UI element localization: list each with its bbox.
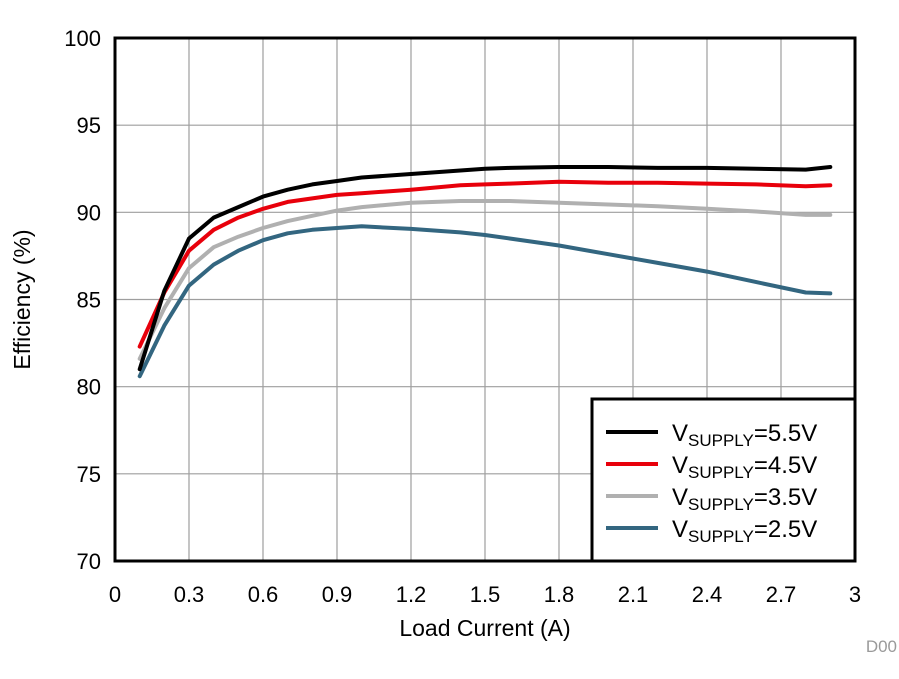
x-tick-label: 1.5 bbox=[470, 582, 501, 607]
x-tick-label: 2.1 bbox=[618, 582, 649, 607]
series-line bbox=[137, 179, 833, 349]
legend-entry-sub: SUPPLY bbox=[688, 495, 754, 514]
y-tick-label: 90 bbox=[77, 200, 101, 225]
series-line bbox=[137, 224, 833, 379]
y-tick-label: 95 bbox=[77, 113, 101, 138]
x-tick-labels: 0 0.3 0.6 0.9 1.2 1.5 1.8 2.1 2.4 2.7 3 bbox=[109, 582, 861, 607]
legend-entry-main: V bbox=[672, 516, 688, 543]
legend-entry-sub: SUPPLY bbox=[688, 463, 754, 482]
legend-box bbox=[590, 397, 857, 563]
x-axis-label: Load Current (A) bbox=[399, 615, 570, 641]
y-tick-label: 85 bbox=[77, 288, 101, 313]
y-tick-label: 75 bbox=[77, 462, 101, 487]
series-line bbox=[137, 199, 833, 361]
legend-entry-main: V bbox=[672, 452, 688, 479]
y-tick-labels: 70 75 80 85 90 95 100 bbox=[64, 26, 101, 574]
x-tick-label: 1.2 bbox=[396, 582, 427, 607]
legend-entry: VSUPPLY=3.5V bbox=[672, 484, 817, 514]
x-tick-label: 0 bbox=[109, 582, 121, 607]
legend-entry-main: V bbox=[672, 420, 688, 447]
legend-entry: VSUPPLY=5.5V bbox=[672, 420, 817, 450]
legend-entry-main: V bbox=[672, 484, 688, 511]
grid-lines bbox=[115, 38, 855, 561]
legend-entry: VSUPPLY=4.5V bbox=[672, 452, 817, 482]
x-tick-label: 0.9 bbox=[322, 582, 353, 607]
legend-entry-rest: =3.5V bbox=[754, 484, 817, 511]
x-tick-label: 3 bbox=[849, 582, 861, 607]
y-tick-label: 100 bbox=[64, 26, 101, 51]
x-tick-label: 0.3 bbox=[174, 582, 205, 607]
series-lines bbox=[137, 165, 833, 379]
series-line bbox=[137, 165, 833, 372]
x-tick-label: 2.4 bbox=[692, 582, 723, 607]
y-tick-label: 80 bbox=[77, 375, 101, 400]
x-tick-label: 0.6 bbox=[248, 582, 279, 607]
x-tick-label: 2.7 bbox=[766, 582, 797, 607]
legend-entry-rest: =4.5V bbox=[754, 452, 817, 479]
y-tick-label: 70 bbox=[77, 549, 101, 574]
plot-frame bbox=[113, 36, 857, 563]
legend-entry-rest: =5.5V bbox=[754, 420, 817, 447]
legend-entry-rest: =2.5V bbox=[754, 516, 817, 543]
figure-id: D00 bbox=[865, 637, 897, 656]
y-axis-label: Efficiency (%) bbox=[9, 229, 35, 369]
x-tick-label: 1.8 bbox=[544, 582, 575, 607]
legend-entry-sub: SUPPLY bbox=[688, 431, 754, 450]
legend-entry: VSUPPLY=2.5V bbox=[672, 516, 817, 546]
legend-entry-sub: SUPPLY bbox=[688, 527, 754, 546]
legend: VSUPPLY=5.5VVSUPPLY=4.5VVSUPPLY=3.5VVSUP… bbox=[590, 397, 857, 563]
